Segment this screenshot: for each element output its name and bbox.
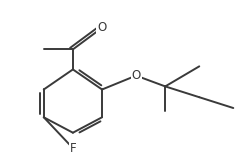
- Text: F: F: [69, 142, 76, 155]
- Text: O: O: [97, 21, 107, 34]
- Text: O: O: [131, 69, 141, 82]
